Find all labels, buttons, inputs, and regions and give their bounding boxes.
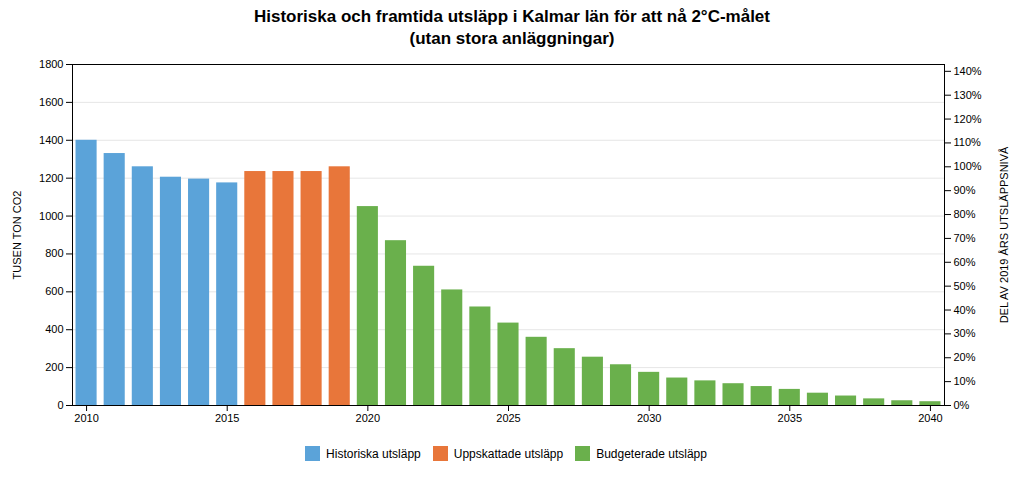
svg-text:2015: 2015 — [215, 412, 239, 424]
svg-text:40%: 40% — [954, 304, 976, 316]
html-text:(utan stora anläggningar): (utan stora anläggningar) — [409, 29, 615, 48]
svg-text:TUSEN TON CO2: TUSEN TON CO2 — [11, 191, 23, 280]
svg-text:30%: 30% — [954, 327, 976, 339]
svg-text:800: 800 — [45, 247, 63, 259]
svg-text:140%: 140% — [954, 65, 982, 77]
svg-text:2035: 2035 — [778, 412, 802, 424]
svg-text:130%: 130% — [954, 89, 982, 101]
svg-text:10%: 10% — [954, 375, 976, 387]
svg-text:60%: 60% — [954, 256, 976, 268]
svg-text:80%: 80% — [954, 208, 976, 220]
svg-text:2025: 2025 — [496, 412, 520, 424]
svg-text:400: 400 — [45, 323, 63, 335]
html-text:Budgeterade utsläpp: Budgeterade utsläpp — [596, 446, 707, 461]
svg-text:200: 200 — [45, 361, 63, 373]
svg-text:2010: 2010 — [74, 412, 98, 424]
svg-text:2020: 2020 — [356, 412, 380, 424]
html-text:Uppskattade utsläpp: Uppskattade utsläpp — [453, 446, 564, 461]
svg-text:70%: 70% — [954, 232, 976, 244]
svg-text:1200: 1200 — [39, 172, 63, 184]
svg-text:110%: 110% — [954, 136, 982, 148]
svg-text:0%: 0% — [954, 399, 970, 411]
html-text:Historiska och framtida utsläp: Historiska och framtida utsläpp i Kalmar… — [254, 7, 770, 26]
svg-text:DEL AV 2019 ÅRS UTSLÄPPSNIVÅ: DEL AV 2019 ÅRS UTSLÄPPSNIVÅ — [998, 146, 1010, 323]
svg-text:1400: 1400 — [39, 134, 63, 146]
svg-text:120%: 120% — [954, 113, 982, 125]
svg-text:600: 600 — [45, 285, 63, 297]
svg-text:2040: 2040 — [918, 412, 942, 424]
svg-text:1600: 1600 — [39, 96, 63, 108]
svg-text:100%: 100% — [954, 160, 982, 172]
svg-text:50%: 50% — [954, 280, 976, 292]
html-text:Historiska utsläpp: Historiska utsläpp — [326, 446, 421, 461]
svg-text:1000: 1000 — [39, 210, 63, 222]
svg-text:20%: 20% — [954, 351, 976, 363]
svg-text:2030: 2030 — [637, 412, 661, 424]
svg-text:1800: 1800 — [39, 58, 63, 70]
svg-text:0: 0 — [57, 399, 63, 411]
svg-text:90%: 90% — [954, 184, 976, 196]
